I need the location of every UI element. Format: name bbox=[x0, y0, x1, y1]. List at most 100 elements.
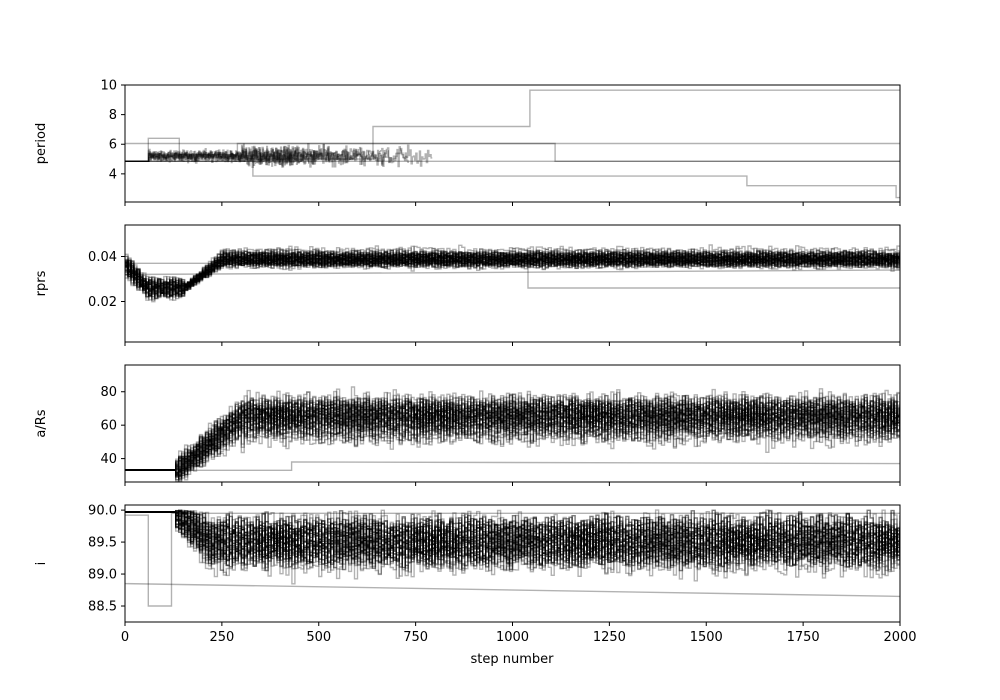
walker-line bbox=[125, 402, 900, 474]
y-tick-label: 0.02 bbox=[88, 295, 117, 310]
walker-line bbox=[125, 160, 900, 199]
walker-line bbox=[125, 511, 900, 571]
walker-line bbox=[125, 510, 900, 551]
walker-line bbox=[125, 258, 900, 298]
walker-line bbox=[125, 511, 900, 577]
y-tick-label: 60 bbox=[100, 419, 117, 434]
y-tick-label: 88.5 bbox=[88, 600, 117, 615]
y-tick-label: 4 bbox=[109, 167, 117, 182]
walker-line bbox=[125, 256, 900, 293]
walker-line bbox=[125, 510, 900, 553]
walker-line bbox=[125, 511, 900, 559]
walker-line bbox=[125, 401, 900, 482]
walker-line bbox=[125, 253, 900, 296]
walker-line bbox=[125, 509, 900, 554]
walker-line bbox=[125, 256, 900, 303]
walker-line bbox=[125, 252, 900, 298]
walker-line bbox=[125, 509, 900, 571]
walker-line bbox=[125, 391, 900, 472]
walker-line bbox=[125, 252, 900, 297]
walker-line bbox=[125, 510, 900, 572]
walkers-inclination bbox=[125, 509, 900, 607]
walker-line bbox=[125, 145, 386, 168]
walker-line bbox=[125, 250, 900, 295]
walker-line bbox=[125, 250, 900, 298]
x-axis-label: step number bbox=[471, 652, 555, 667]
walker-line bbox=[125, 402, 900, 472]
walker-line bbox=[125, 509, 900, 560]
walker-line bbox=[125, 509, 900, 551]
walker-line bbox=[125, 511, 900, 556]
walker-line bbox=[125, 419, 900, 479]
walker-line bbox=[125, 510, 900, 556]
walker-line bbox=[125, 248, 900, 295]
y-tick-label: 10 bbox=[100, 79, 117, 94]
walker-line bbox=[125, 399, 900, 472]
walker-line bbox=[125, 394, 900, 476]
y-tick-label: 89.0 bbox=[88, 568, 117, 583]
walker-line bbox=[125, 249, 900, 298]
walker-line bbox=[125, 250, 900, 295]
walker-line bbox=[125, 410, 900, 476]
walker-line bbox=[125, 144, 363, 168]
walker-line bbox=[125, 511, 900, 573]
walker-line bbox=[125, 143, 293, 166]
walker-line bbox=[125, 389, 900, 471]
walker-line bbox=[125, 512, 900, 607]
walker-line bbox=[125, 144, 433, 168]
walker-line bbox=[125, 251, 900, 296]
walker-line bbox=[125, 509, 900, 554]
walker-line bbox=[125, 411, 900, 481]
walker-line bbox=[125, 259, 900, 295]
walker-line bbox=[125, 269, 900, 276]
walker-line bbox=[125, 254, 900, 296]
x-tick-label: 1000 bbox=[496, 630, 529, 645]
walker-line bbox=[125, 511, 900, 569]
walker-line bbox=[125, 245, 900, 298]
panel-a-rs: 40 60 80 a/Rs bbox=[34, 364, 901, 486]
walker-line bbox=[125, 410, 900, 481]
walker-line bbox=[125, 400, 900, 471]
walker-line bbox=[125, 397, 900, 474]
walker-line bbox=[125, 511, 900, 582]
walker-line bbox=[125, 249, 900, 298]
walker-line bbox=[125, 259, 900, 298]
walker-line bbox=[125, 248, 900, 299]
x-tick-label: 1250 bbox=[593, 630, 626, 645]
walker-line bbox=[125, 255, 900, 294]
walker-line bbox=[125, 509, 900, 552]
walker-line bbox=[125, 511, 900, 557]
walker-line bbox=[125, 416, 900, 482]
walker-line bbox=[125, 510, 900, 569]
walker-line bbox=[125, 394, 900, 472]
walker-line bbox=[125, 419, 900, 482]
walker-line bbox=[125, 257, 900, 297]
walker-line bbox=[125, 510, 900, 564]
y-tick-label: 6 bbox=[109, 138, 117, 153]
walker-line bbox=[125, 511, 900, 572]
walkers-period bbox=[125, 89, 900, 199]
walker-line bbox=[125, 511, 900, 572]
walker-line bbox=[125, 511, 900, 580]
walker-line bbox=[125, 510, 900, 557]
walker-line bbox=[125, 251, 900, 297]
walker-line bbox=[125, 251, 900, 297]
walker-line bbox=[125, 395, 900, 476]
walker-line bbox=[125, 509, 900, 547]
walker-line bbox=[125, 510, 900, 565]
walker-line bbox=[125, 386, 900, 471]
y-tick-label: 8 bbox=[109, 108, 117, 123]
walker-line bbox=[125, 511, 900, 569]
walker-line bbox=[125, 416, 900, 478]
walker-line bbox=[125, 262, 900, 289]
walker-line bbox=[125, 510, 900, 573]
panel-rprs: 0.02 0.04 rprs bbox=[34, 224, 901, 346]
walker-line bbox=[125, 89, 900, 162]
walker-line bbox=[125, 253, 900, 295]
walker-line bbox=[125, 391, 900, 472]
walker-line bbox=[125, 410, 900, 478]
walker-line bbox=[125, 511, 900, 569]
walker-line bbox=[125, 511, 900, 556]
walker-line bbox=[125, 249, 900, 300]
x-tick-label: 0 bbox=[121, 630, 129, 645]
